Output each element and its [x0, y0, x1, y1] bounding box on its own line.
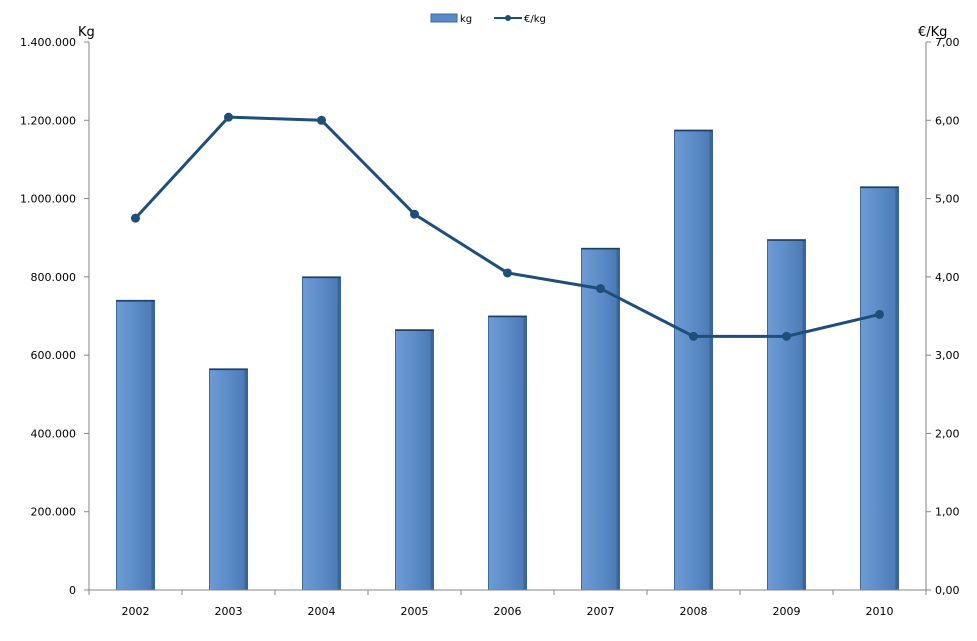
x-tick-label-2007: 2007: [587, 605, 615, 618]
y2-tick-label: 2,00: [935, 427, 960, 440]
x-tick-label-2002: 2002: [122, 605, 150, 618]
x-tick-label-2010: 2010: [866, 605, 894, 618]
price-point-2006: [503, 268, 512, 278]
y-tick-label: 200.000: [31, 506, 77, 519]
line-layer: [131, 112, 884, 341]
y2-tick-label: 6,00: [935, 114, 960, 127]
y-axis-title: Kg: [78, 25, 95, 40]
y2-tick-label: 5,00: [935, 193, 960, 206]
bar-2004: [302, 276, 341, 591]
legend-bar-label: kg: [460, 14, 472, 25]
legend-bar-swatch: [430, 13, 458, 23]
bars-layer: [116, 129, 899, 591]
axes-layer: 0 200.000 400.000 600.000 800.000 1.000.000 1.…: [20, 36, 959, 618]
price-point-2008: [689, 331, 698, 341]
y-tick-label: 600.000: [31, 349, 77, 362]
bar-shade-2003: [244, 368, 248, 590]
x-tick-label-2006: 2006: [494, 605, 522, 618]
bar-2005: [395, 329, 434, 591]
y2-tick-label: 4,00: [935, 271, 960, 284]
x-tick-label-2009: 2009: [773, 605, 801, 618]
price-point-2005: [410, 209, 419, 219]
y-tick-label: 1.000.000: [20, 193, 76, 206]
price-point-2007: [596, 284, 605, 294]
bar-shade-2002: [151, 300, 155, 590]
y-tick-label: 800.000: [31, 271, 77, 284]
y-tick-label: 400.000: [31, 427, 77, 440]
y-tick-label: 1.200.000: [20, 114, 76, 127]
y2-tick-label: 3,00: [935, 349, 960, 362]
price-point-2010: [875, 309, 884, 319]
x-tick-label-2008: 2008: [680, 605, 708, 618]
bar-2002: [116, 299, 155, 591]
labels-layer: Kg €/Kg: [78, 25, 947, 40]
x-tick-label-2005: 2005: [401, 605, 429, 618]
legend-line-label: €/kg: [524, 14, 546, 25]
bar-shade-2008: [709, 130, 713, 591]
y2-tick-label: 1,00: [935, 506, 960, 519]
bar-shade-2006: [523, 316, 527, 590]
price-point-2004: [317, 115, 326, 125]
legend: kg €/kg: [430, 13, 546, 25]
y2-tick-label: 7,00: [935, 36, 960, 49]
bar-shade-2009: [802, 239, 806, 590]
x-tick-label-2003: 2003: [215, 605, 243, 618]
bar-2006: [488, 315, 527, 591]
bar-2007: [581, 247, 620, 591]
y2-tick-label: 0,00: [935, 584, 960, 597]
legend-line-marker: [505, 15, 511, 21]
bar-shade-2004: [337, 276, 341, 590]
price-point-2002: [131, 213, 140, 223]
price-point-2003: [224, 112, 233, 122]
price-point-2009: [782, 331, 791, 341]
x-tick-label-2004: 2004: [308, 605, 336, 618]
bar-shade-2005: [430, 329, 434, 590]
bar-shade-2007: [616, 248, 620, 591]
bar-2003: [209, 368, 248, 591]
bar-2010: [860, 186, 899, 591]
bar-2009: [767, 239, 806, 591]
y2-axis-title: €/Kg: [918, 25, 947, 40]
bar-shade-2010: [895, 186, 899, 591]
bar-2008: [674, 129, 713, 591]
y-tick-label: 0: [69, 584, 76, 597]
y-tick-label: 1.400.000: [20, 36, 76, 49]
